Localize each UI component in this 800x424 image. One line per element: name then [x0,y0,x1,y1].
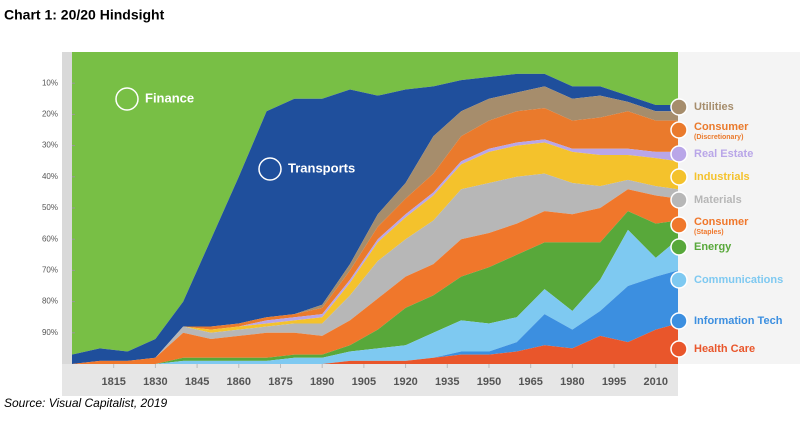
x-tick-label: 1950 [477,376,501,388]
area [72,108,678,364]
legend-icon [670,121,688,139]
area [72,52,678,355]
x-tick-label: 1830 [143,376,167,388]
chart-title: Chart 1: 20/20 Hindsight [4,7,165,23]
legend-band [678,52,800,364]
x-tick-label: 1965 [518,376,542,388]
label-icon [258,157,282,181]
y-tick-label: 80% [42,297,58,306]
y-tick-label: 10% [42,78,58,87]
legend-label: Consumer [694,121,749,133]
x-tick-label: 1845 [185,376,209,388]
legend-icon [670,238,688,256]
y-tick-label: 20% [42,110,58,119]
y-tick-label: 70% [42,266,58,275]
legend-label: Industrials [694,171,750,183]
x-tick-label: 1905 [352,376,376,388]
x-tick-label: 1875 [268,376,292,388]
legend-sublabel: (Staples) [694,229,724,236]
legend-icon [670,271,688,289]
legend-icon [670,168,688,186]
x-tick-label: 2010 [644,376,668,388]
legend-label: Materials [694,194,742,206]
area [72,211,678,364]
legend-icon [670,312,688,330]
legend-label: Consumer [694,216,749,228]
area [72,86,678,364]
legend-icon [670,98,688,116]
y-tick-label: 60% [42,234,58,243]
area [72,270,678,364]
x-tick-label: 1860 [227,376,251,388]
x-tick-label: 1980 [560,376,584,388]
area [72,73,678,364]
label-icon [115,87,139,111]
x-axis-band [62,364,678,396]
legend-label: Health Care [694,343,755,355]
legend-icon [670,216,688,234]
x-tick-label: 1815 [101,376,125,388]
x-tick-label: 1890 [310,376,334,388]
source: Source: Visual Capitalist, 2019 [4,396,168,410]
y-tick-label: 50% [42,203,58,212]
legend-label: Communications [694,274,783,286]
y-tick-label: 40% [42,172,58,181]
legend-icon [670,145,688,163]
area [72,229,678,364]
y-tick-label: 30% [42,141,58,150]
series-label: Transports [288,160,355,175]
area [72,173,678,364]
legend-icon [670,340,688,358]
legend-label: Energy [694,241,732,253]
area [72,142,678,364]
y-axis-band [62,52,75,364]
legend-label: Real Estate [694,148,753,160]
area [72,323,678,364]
x-tick-label: 1935 [435,376,459,388]
legend-icon [670,191,688,209]
area [72,189,678,364]
y-tick-label: 90% [42,328,58,337]
legend-label: Utilities [694,101,734,113]
x-tick-label: 1920 [393,376,417,388]
series-label: Finance [145,90,194,105]
legend-sublabel: (Discretionary) [694,134,743,141]
legend-label: Information Tech [694,315,783,327]
x-tick-label: 1995 [602,376,626,388]
